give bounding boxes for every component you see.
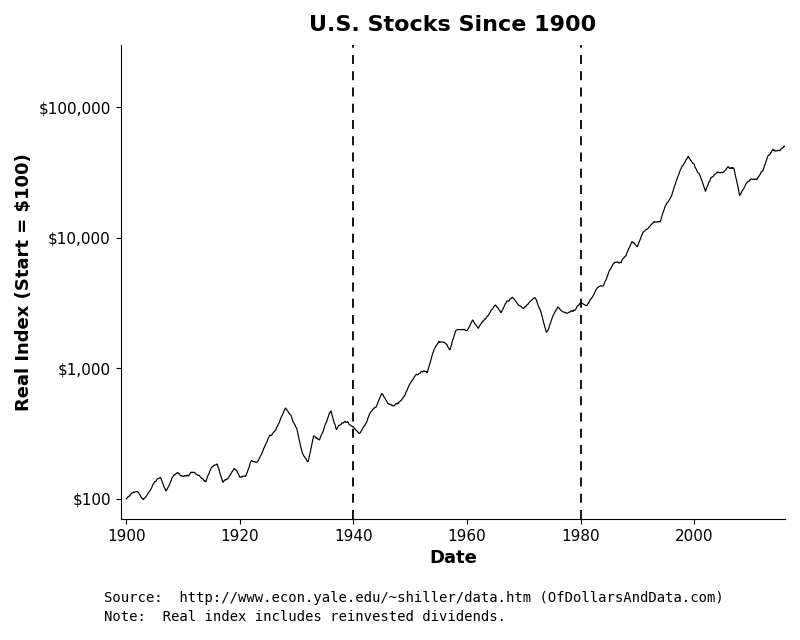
- Text: Note:  Real index includes reinvested dividends.: Note: Real index includes reinvested div…: [104, 610, 506, 624]
- Title: U.S. Stocks Since 1900: U.S. Stocks Since 1900: [310, 15, 597, 35]
- Y-axis label: Real Index (Start = $100): Real Index (Start = $100): [15, 153, 33, 411]
- X-axis label: Date: Date: [429, 549, 477, 568]
- Text: Source:  http://www.econ.yale.edu/~shiller/data.htm (OfDollarsAndData.com): Source: http://www.econ.yale.edu/~shille…: [104, 591, 724, 605]
